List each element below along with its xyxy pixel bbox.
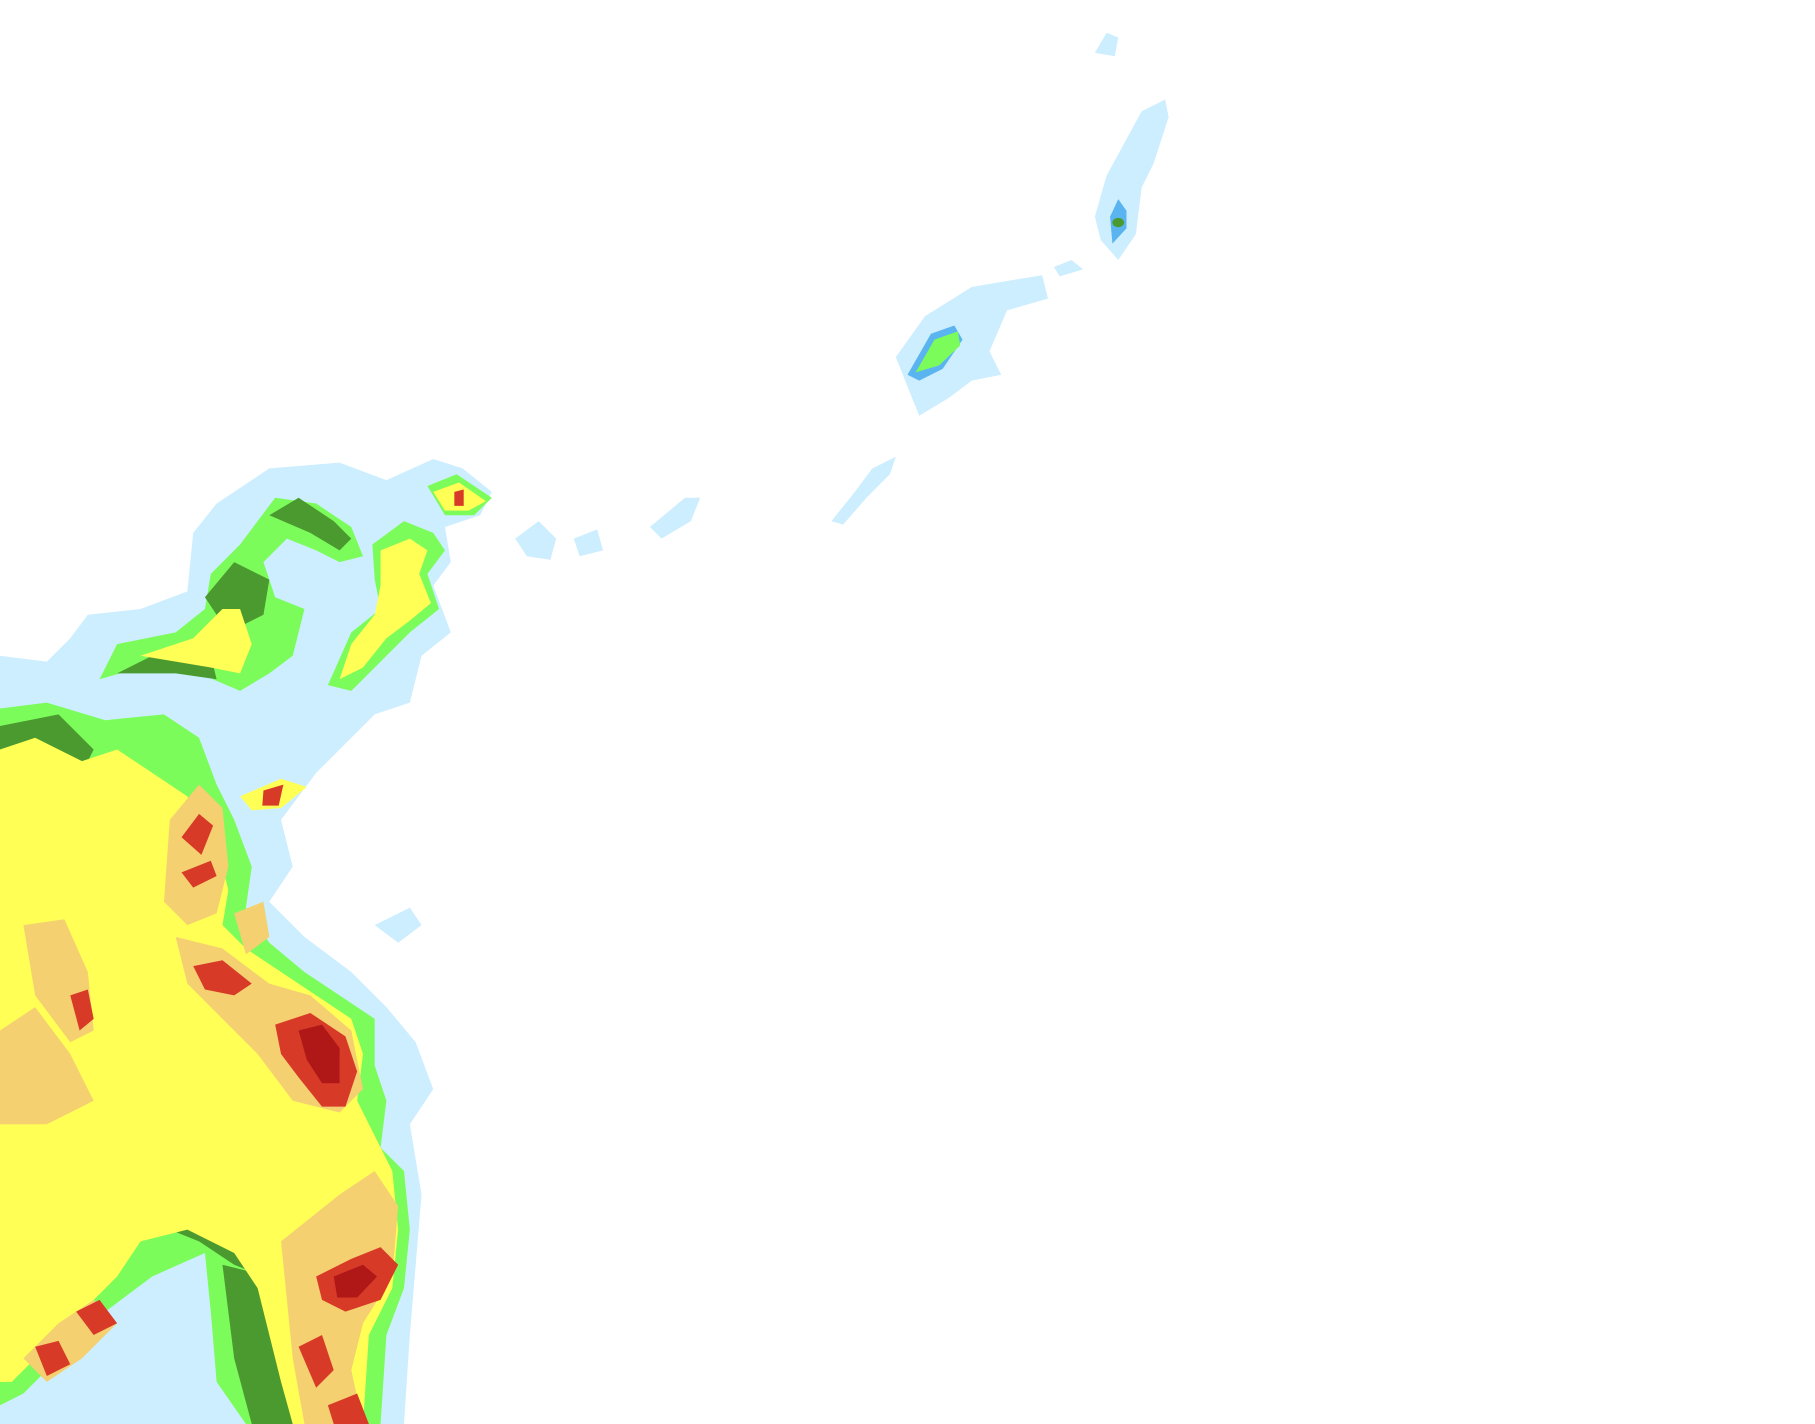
island-ne-green	[1112, 217, 1125, 228]
ridge-tan-1	[163, 784, 229, 926]
island-south	[831, 456, 896, 525]
island-central	[895, 275, 1049, 416]
islets-mid	[515, 497, 701, 560]
coast-yellow	[240, 482, 486, 811]
islet-west	[374, 907, 422, 943]
north-darkgreen	[117, 497, 352, 680]
island-ne-1	[1094, 32, 1119, 57]
ridge-tan-3	[0, 919, 94, 1125]
peak-darkred-1	[298, 1024, 340, 1084]
north-yellow	[140, 608, 252, 674]
ridge-tan-5	[23, 901, 270, 1382]
peak-darkred-2	[333, 1264, 378, 1298]
peak-red-2	[193, 960, 252, 996]
contour-level-9	[298, 1024, 378, 1298]
island-central-core	[915, 331, 961, 373]
peak-red-1	[181, 813, 217, 888]
